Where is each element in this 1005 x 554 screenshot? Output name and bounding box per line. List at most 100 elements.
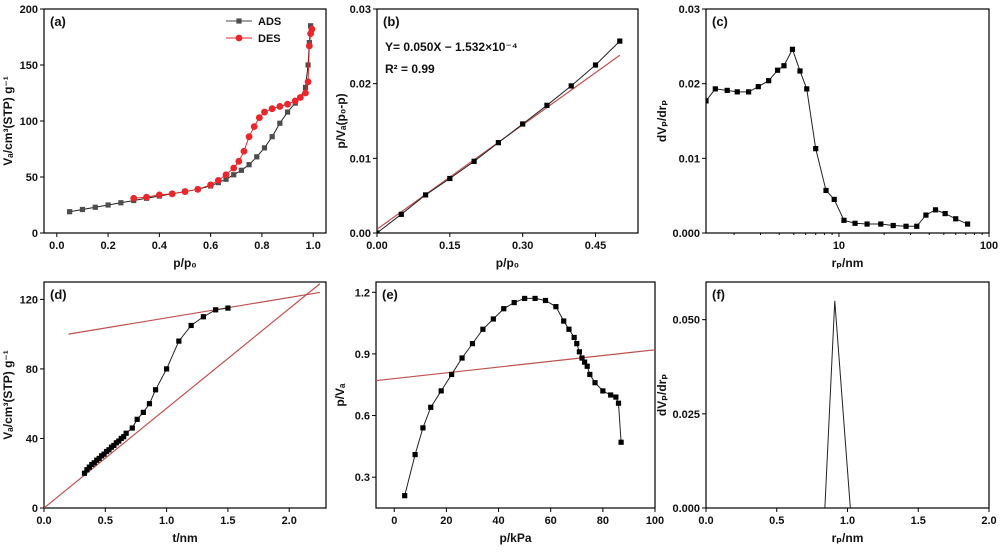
data-point [914,223,920,229]
y-tick-label: 80 [26,364,38,376]
legend-label: DES [258,33,281,45]
y-tick-label: 0.01 [350,153,371,165]
y-axis-label: Vₐ/cm³(STP) g⁻¹ [1,76,15,166]
x-tick-label: 0.30 [512,240,533,252]
data-point [412,451,418,458]
data-point [223,176,229,182]
data-point [608,392,614,398]
data-point [852,220,858,226]
data-point [581,359,588,365]
series-line-peak [824,300,851,508]
data-point [438,388,444,394]
y-tick-label: 0.3 [355,472,370,484]
y-tick-label: 0.01 [679,153,700,165]
panel-label: (c) [712,14,728,29]
data-point [471,158,477,164]
data-point [746,89,752,95]
data-point [579,355,585,361]
x-axis-label: t/nm [172,531,197,545]
data-point [495,140,501,146]
x-tick-label: 0.6 [203,240,218,252]
data-point [592,380,598,386]
data-point [146,401,153,407]
data-point [561,318,567,324]
plot-area [44,283,321,508]
data-point [67,209,73,215]
data-point [724,87,730,93]
data-point [246,162,252,168]
fit-line-upper [68,291,320,335]
data-point [176,338,182,344]
data-point [240,147,248,155]
data-point [813,146,819,152]
data-point [207,181,215,189]
fit-line [376,349,655,382]
data-point [566,326,572,332]
data-point [92,204,98,210]
x-tick-label: 0.4 [152,240,168,252]
data-point [377,230,380,233]
data-point [230,164,238,172]
x-tick-label: 60 [545,515,557,527]
data-point [600,388,606,394]
data-point [302,84,309,90]
x-tick-label: 0.15 [439,240,460,252]
data-point [214,176,222,184]
data-point [225,305,231,311]
data-point [964,221,971,227]
data-point [615,400,622,406]
y-axis-label: p/Vₐ(p₀-p) [334,93,348,148]
plot-frame [43,8,327,234]
data-point [245,133,253,141]
y-tick-label: 120 [20,294,38,306]
data-point [584,363,590,369]
x-tick-label: 0.0 [49,240,64,252]
data-point [823,187,829,194]
plot-area [377,38,623,233]
data-point [804,86,810,92]
data-point [155,191,163,199]
data-point [134,416,140,422]
data-point [168,190,176,198]
y-tick-label: 0.03 [679,4,700,16]
data-point [96,455,102,462]
data-point [903,223,909,229]
data-point [106,447,112,453]
data-point [734,89,740,95]
data-point [277,120,283,126]
data-point [304,78,312,86]
data-point [571,334,577,341]
x-tick-label: 20 [440,515,452,527]
y-tick-label: 0.6 [355,411,370,423]
x-tick-label: 80 [597,515,609,527]
x-tick-label: 100 [980,240,998,252]
data-point [305,62,311,68]
chart-panel-f: 0.0 0.5 1.0 1.5 2.0 0.000 0.025 0.050 (f) rₚ/nm dV… [655,281,997,545]
x-tick-label: 10 [833,240,845,252]
data-point [308,23,314,29]
data-point [118,200,124,206]
plot-frame [43,281,327,509]
plot-area [376,295,655,499]
data-point [592,62,599,68]
plot-area [67,23,316,215]
data-point [91,460,97,466]
data-point [254,154,260,160]
data-point [81,470,88,476]
plot-area [706,46,971,229]
y-tick-label: 0 [32,503,38,515]
data-point [755,84,761,90]
data-point [250,123,258,130]
x-axis-label: rₚ/nm [832,531,864,545]
data-point [587,371,593,378]
data-point [268,105,276,113]
data-point [402,493,408,499]
x-tick-label: 2.0 [981,515,996,527]
data-point [284,100,291,108]
y-tick-label: 0.000 [672,228,700,240]
data-point [105,202,111,208]
data-point [797,68,803,74]
data-point [511,299,517,306]
data-point [420,425,426,431]
data-point [449,371,455,378]
